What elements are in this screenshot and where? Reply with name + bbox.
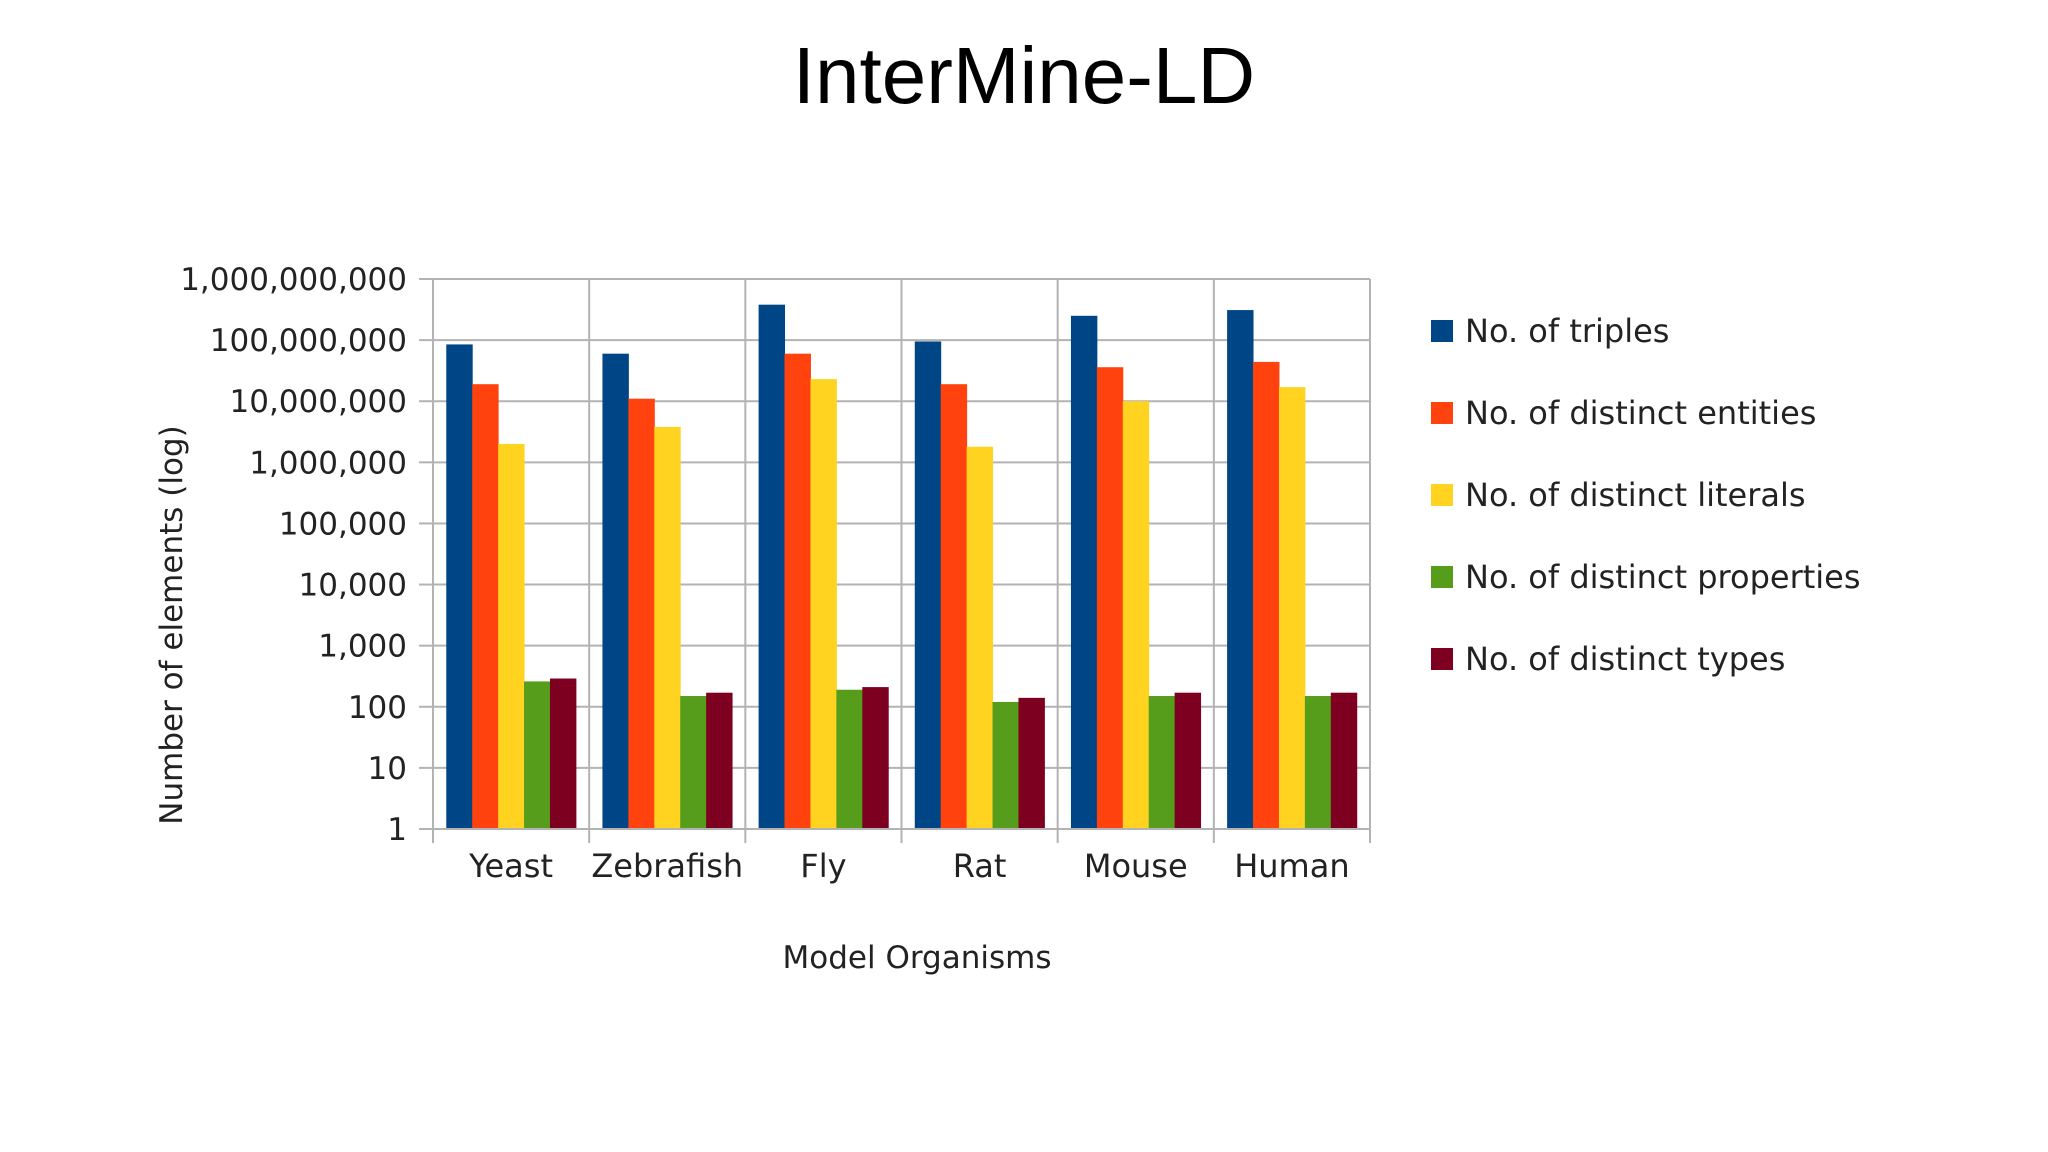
y-tick-label: 100 <box>348 690 407 726</box>
bar-mouse-series-4 <box>1148 696 1176 829</box>
bar-fly-series-2 <box>784 353 811 829</box>
slide-title: InterMine-LD <box>792 31 1256 120</box>
legend-swatch <box>1431 648 1453 670</box>
x-tick-label: Mouse <box>1084 847 1188 885</box>
legend-label: No. of triples <box>1465 312 1669 350</box>
bar-fly-series-3 <box>810 379 837 829</box>
bar-yeast-series-3 <box>498 443 525 829</box>
bar-rat-series-4 <box>992 701 1019 829</box>
bar-human-series-3 <box>1278 387 1306 829</box>
bar-human-series-4 <box>1304 696 1332 829</box>
bar-rat-series-2 <box>940 384 968 829</box>
bar-zebrafish-series-4 <box>680 696 707 829</box>
legend-swatch <box>1431 484 1453 506</box>
y-tick-label: 10 <box>368 751 407 787</box>
bar-yeast-series-2 <box>472 384 499 829</box>
legend-label: No. of distinct entities <box>1465 394 1816 432</box>
bar-human-series-5 <box>1330 692 1358 829</box>
bar-rat-series-1 <box>914 341 942 829</box>
y-tick-label: 1,000 <box>318 629 407 665</box>
y-tick-label: 1,000,000,000 <box>180 262 407 298</box>
x-tick-label: Zebrafish <box>591 847 743 885</box>
y-tick-label: 1 <box>387 812 407 848</box>
bar-mouse-series-2 <box>1096 367 1124 829</box>
bar-fly-series-5 <box>862 687 889 829</box>
legend-swatch <box>1431 320 1453 342</box>
bar-fly-series-1 <box>758 304 786 829</box>
y-tick-label: 100,000,000 <box>210 323 407 359</box>
bar-yeast-series-5 <box>549 678 577 829</box>
bar-zebrafish-series-1 <box>602 353 629 829</box>
bar-fly-series-4 <box>836 689 863 829</box>
x-tick-label: Fly <box>800 847 846 885</box>
legend: No. of triples No. of distinct entities No… <box>1431 312 1861 678</box>
y-tick-label: 10,000,000 <box>230 384 408 420</box>
bar-human-series-2 <box>1253 361 1280 829</box>
bar-zebrafish-series-3 <box>654 426 681 829</box>
bar-mouse-series-5 <box>1174 692 1202 829</box>
legend-label: No. of distinct properties <box>1465 558 1861 596</box>
axes: 1 10 100 1,000 10,000 100,000 1,000,000 10,000,… <box>180 262 1371 885</box>
y-tick-label: 100,000 <box>279 506 407 542</box>
legend-label: No. of distinct literals <box>1465 476 1806 514</box>
bar-human-series-1 <box>1227 310 1254 829</box>
x-axis-title: Model Organisms <box>783 940 1052 976</box>
bar-yeast-series-1 <box>446 344 473 829</box>
x-tick-label: Rat <box>953 847 1007 885</box>
legend-swatch <box>1431 402 1453 424</box>
bar-mouse-series-1 <box>1070 315 1098 829</box>
bar-zebrafish-series-2 <box>628 398 655 829</box>
y-tick-label: 10,000 <box>299 568 407 604</box>
x-tick-label: Yeast <box>468 847 553 885</box>
bar-rat-series-5 <box>1018 697 1045 829</box>
y-axis-title: Number of elements (log) <box>154 425 190 824</box>
x-tick-label: Human <box>1234 847 1349 885</box>
bars <box>446 304 1358 829</box>
bar-rat-series-3 <box>966 446 994 829</box>
bar-zebrafish-series-5 <box>706 692 733 829</box>
y-tick-label: 1,000,000 <box>249 445 407 481</box>
legend-swatch <box>1431 566 1453 588</box>
bar-yeast-series-4 <box>524 681 551 829</box>
bar-mouse-series-3 <box>1122 401 1150 829</box>
legend-label: No. of distinct types <box>1465 640 1785 678</box>
